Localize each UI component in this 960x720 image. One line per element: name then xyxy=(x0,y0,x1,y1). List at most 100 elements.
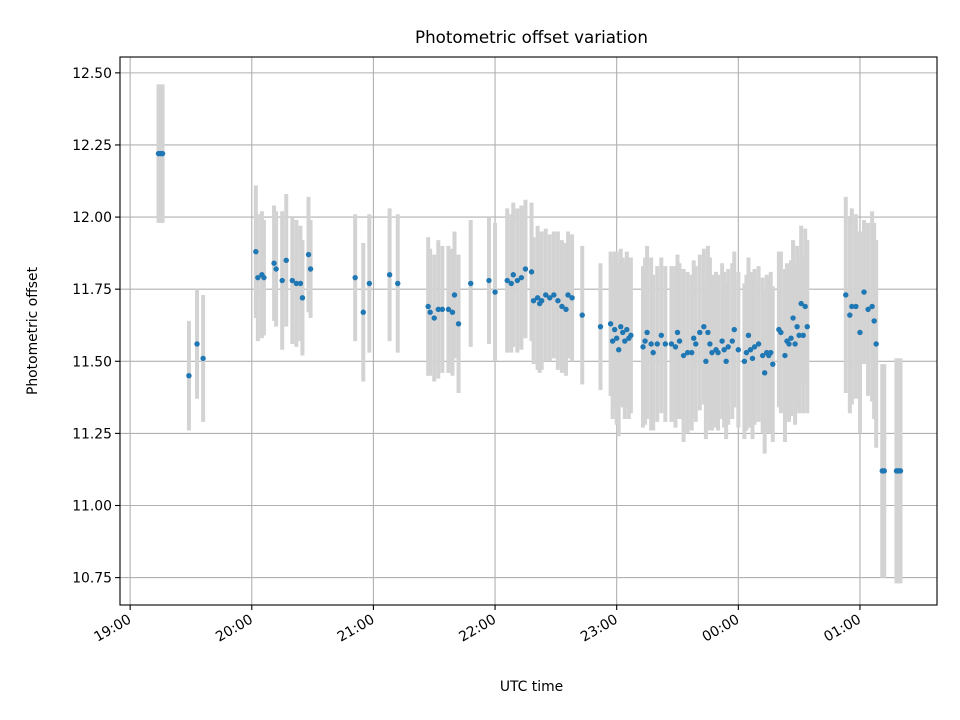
data-point xyxy=(435,306,441,313)
data-point xyxy=(800,332,806,339)
data-point xyxy=(307,266,314,272)
data-point xyxy=(869,303,875,310)
data-point xyxy=(565,292,571,298)
data-point xyxy=(609,338,616,344)
data-point xyxy=(721,347,727,353)
data-point xyxy=(897,468,904,474)
data-point xyxy=(751,344,758,350)
data-point xyxy=(563,306,569,313)
data-point xyxy=(538,298,545,304)
y-tick-label: 11.50 xyxy=(72,354,112,370)
y-tick-label: 11.00 xyxy=(72,498,112,514)
data-point xyxy=(522,266,529,272)
y-tick-label: 10.75 xyxy=(72,571,112,587)
data-point xyxy=(611,326,618,333)
data-point xyxy=(843,292,849,298)
data-point xyxy=(745,332,752,339)
data-point xyxy=(486,277,492,284)
data-point xyxy=(705,329,711,336)
data-point xyxy=(761,370,768,376)
data-point xyxy=(794,323,800,330)
data-point xyxy=(782,352,788,359)
data-point xyxy=(279,277,285,284)
data-point xyxy=(881,468,887,474)
data-point xyxy=(559,303,565,310)
data-point xyxy=(620,329,626,336)
data-point xyxy=(253,248,259,255)
x-axis-label: UTC time xyxy=(500,679,563,695)
data-point xyxy=(492,289,498,295)
data-point xyxy=(747,347,754,353)
data-point xyxy=(731,326,737,333)
data-point xyxy=(547,295,553,301)
data-point xyxy=(569,295,575,301)
data-point xyxy=(786,341,792,347)
data-point xyxy=(650,349,656,356)
data-point xyxy=(255,274,261,281)
data-point xyxy=(425,303,431,310)
data-point xyxy=(431,315,437,321)
data-point xyxy=(273,266,279,272)
data-point xyxy=(194,341,200,347)
chart-title: Photometric offset variation xyxy=(415,27,648,47)
data-point xyxy=(804,323,810,330)
data-point xyxy=(186,373,192,379)
data-point xyxy=(697,329,703,336)
y-tick-label: 12.25 xyxy=(72,138,112,154)
data-point xyxy=(200,355,206,362)
data-point xyxy=(676,338,683,344)
data-point xyxy=(395,280,401,287)
data-point xyxy=(518,274,525,281)
data-point xyxy=(616,347,622,353)
data-point xyxy=(504,277,510,284)
y-tick-label: 11.25 xyxy=(72,426,112,442)
data-point xyxy=(853,303,859,310)
data-point xyxy=(283,257,289,264)
data-point xyxy=(607,321,614,327)
data-point xyxy=(597,323,604,330)
data-point xyxy=(749,355,756,362)
data-point xyxy=(798,300,804,307)
data-point xyxy=(439,306,446,313)
data-point xyxy=(871,318,877,324)
data-point xyxy=(755,341,762,347)
y-tick-label: 11.75 xyxy=(72,282,112,298)
data-point xyxy=(849,303,855,310)
data-point xyxy=(662,341,669,347)
data-point xyxy=(759,352,766,359)
data-point xyxy=(674,329,681,336)
data-point xyxy=(796,332,802,339)
data-point xyxy=(857,329,863,336)
data-point xyxy=(455,321,462,327)
data-point xyxy=(770,361,776,367)
data-point xyxy=(654,341,660,347)
data-point xyxy=(640,344,646,350)
data-point xyxy=(528,269,535,275)
data-point xyxy=(624,326,630,333)
y-tick-label: 12.50 xyxy=(72,66,112,82)
data-point xyxy=(648,341,654,347)
data-point xyxy=(579,312,585,318)
data-point xyxy=(386,272,393,278)
data-point xyxy=(707,341,713,347)
y-tick-label: 12.00 xyxy=(72,210,112,226)
data-point xyxy=(735,347,742,353)
data-point xyxy=(299,295,306,301)
data-point xyxy=(159,150,166,157)
data-point xyxy=(691,335,697,341)
data-point xyxy=(778,329,784,336)
data-point xyxy=(703,358,709,364)
data-point xyxy=(802,303,808,310)
data-point xyxy=(261,274,267,281)
data-point xyxy=(305,251,312,258)
data-point xyxy=(360,309,366,315)
data-point xyxy=(551,292,557,298)
data-point xyxy=(445,306,452,313)
data-point xyxy=(644,329,650,336)
plot-frame xyxy=(119,56,938,606)
data-point xyxy=(271,260,277,266)
data-point xyxy=(792,341,798,347)
data-point xyxy=(865,306,871,313)
data-point xyxy=(684,349,691,356)
